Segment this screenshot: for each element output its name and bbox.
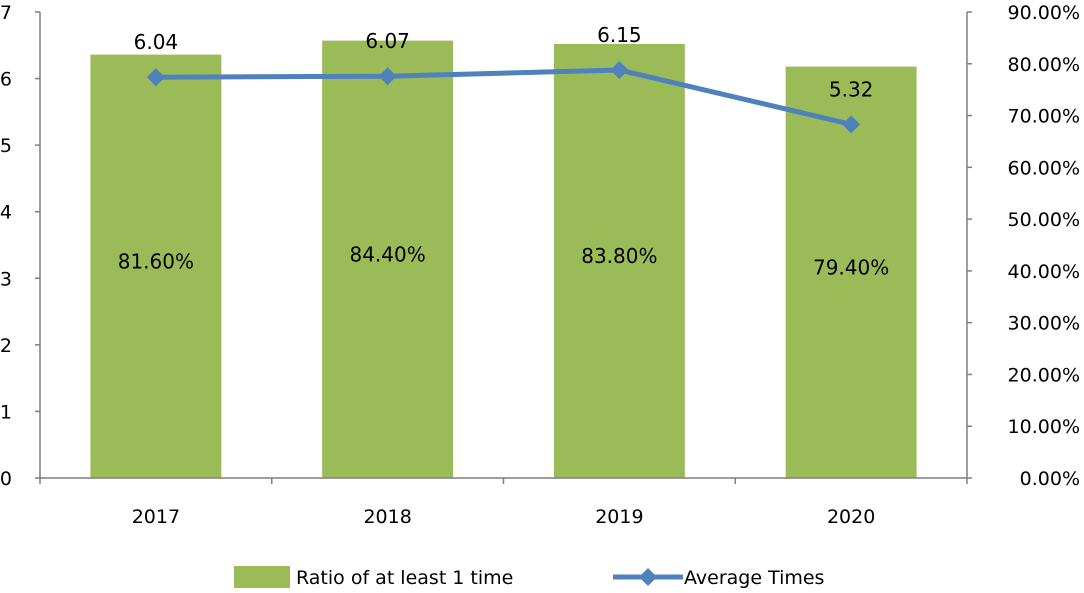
bar-2017 <box>90 54 222 478</box>
line-marker-2019 <box>610 60 629 79</box>
left-tick-label: 0 <box>0 468 12 490</box>
bar-2018 <box>322 40 454 479</box>
bar-2019 <box>553 43 685 478</box>
axes-layer: 012345670.00%10.00%20.00%30.00%40.00%50.… <box>0 2 1080 528</box>
line-data-label: 6.04 <box>134 30 179 54</box>
line-marker-2017 <box>146 68 165 87</box>
right-tick-label: 20.00% <box>1008 364 1080 386</box>
left-tick-label: 7 <box>0 2 12 24</box>
x-tick-label: 2017 <box>132 506 180 528</box>
left-tick-label: 2 <box>0 335 12 357</box>
right-tick-label: 80.00% <box>1008 54 1080 76</box>
line-data-label: 5.32 <box>829 77 874 101</box>
legend-marker-average <box>639 568 657 586</box>
right-tick-label: 60.00% <box>1008 157 1080 179</box>
x-tick-label: 2020 <box>827 506 875 528</box>
legend-label-average: Average Times <box>684 567 824 589</box>
line-marker-2020 <box>842 115 861 134</box>
bar-data-label: 83.80% <box>581 244 657 268</box>
right-tick-label: 50.00% <box>1008 209 1080 231</box>
right-tick-label: 0.00% <box>1020 468 1080 490</box>
left-tick-label: 5 <box>0 135 12 157</box>
left-tick-label: 1 <box>0 401 12 423</box>
line-data-label: 6.07 <box>365 29 410 53</box>
line-marker-2018 <box>378 67 397 86</box>
right-tick-label: 90.00% <box>1008 2 1080 24</box>
bar-data-label: 81.60% <box>118 249 194 273</box>
legend-label-ratio: Ratio of at least 1 time <box>296 567 513 589</box>
legend: Ratio of at least 1 time Average Times <box>234 566 824 589</box>
left-tick-label: 3 <box>0 268 12 290</box>
right-tick-label: 30.00% <box>1008 313 1080 335</box>
bar-2020 <box>785 66 917 479</box>
labels-layer: 6.04 6.07 6.15 5.32 81.60% 84.40% 83.80% 79.40% <box>118 23 890 279</box>
bars-layer <box>90 40 917 479</box>
bar-data-label: 79.40% <box>813 255 889 279</box>
bar-data-label: 84.40% <box>349 242 425 266</box>
left-tick-label: 6 <box>0 69 12 91</box>
right-tick-label: 40.00% <box>1008 261 1080 283</box>
right-tick-label: 70.00% <box>1008 106 1080 128</box>
x-tick-label: 2018 <box>363 506 411 528</box>
left-tick-label: 4 <box>0 202 12 224</box>
average-times-line <box>155 67 852 127</box>
legend-swatch-ratio <box>234 566 290 588</box>
x-tick-label: 2019 <box>595 506 643 528</box>
line-data-label: 6.15 <box>597 23 642 47</box>
right-tick-label: 10.00% <box>1008 416 1080 438</box>
line-layer <box>146 60 861 134</box>
